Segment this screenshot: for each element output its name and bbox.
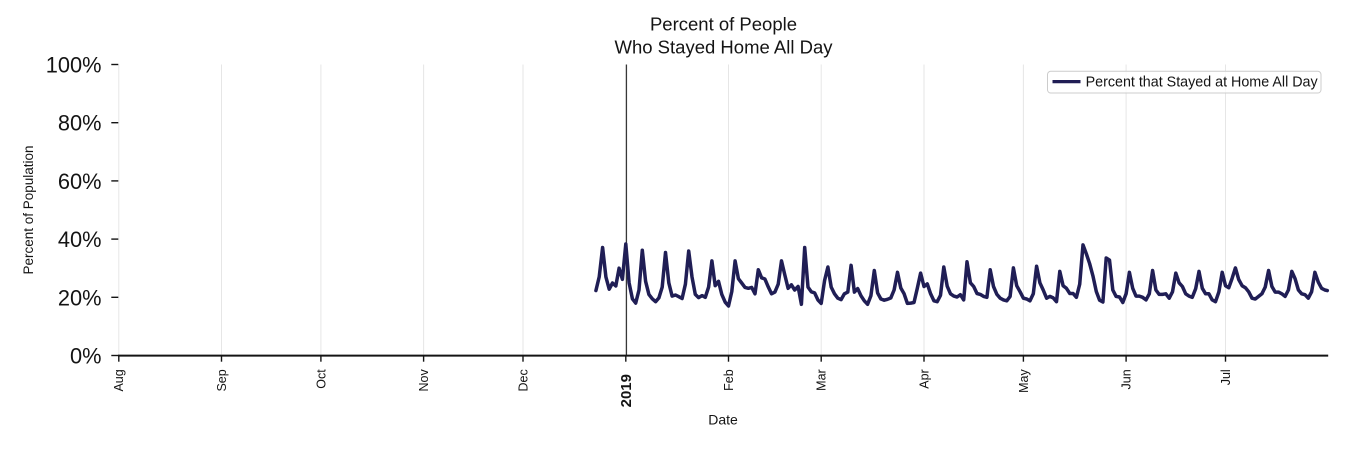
svg-text:60%: 60% <box>58 169 102 194</box>
svg-text:Feb: Feb <box>722 369 736 391</box>
svg-text:Percent of Population: Percent of Population <box>21 145 36 274</box>
svg-text:Nov: Nov <box>417 369 431 392</box>
svg-text:Oct: Oct <box>314 369 328 389</box>
svg-text:Percent that Stayed at Home Al: Percent that Stayed at Home All Day <box>1086 75 1319 91</box>
svg-text:Jun: Jun <box>1120 369 1134 389</box>
svg-text:Jul: Jul <box>1219 369 1233 385</box>
svg-text:Apr: Apr <box>917 369 931 388</box>
svg-text:Aug: Aug <box>112 369 126 391</box>
svg-text:20%: 20% <box>58 285 102 310</box>
svg-text:Mar: Mar <box>815 369 829 391</box>
svg-text:Date: Date <box>708 412 738 428</box>
svg-text:Sep: Sep <box>215 369 229 391</box>
svg-text:2019: 2019 <box>618 374 635 407</box>
svg-text:Percent of People: Percent of People <box>650 14 797 35</box>
svg-text:100%: 100% <box>46 53 102 78</box>
svg-text:0%: 0% <box>70 344 102 369</box>
svg-text:May: May <box>1017 369 1031 393</box>
svg-text:Who Stayed Home All Day: Who Stayed Home All Day <box>615 36 834 57</box>
svg-text:Dec: Dec <box>516 369 530 391</box>
svg-text:80%: 80% <box>58 111 102 136</box>
svg-text:40%: 40% <box>58 227 102 252</box>
